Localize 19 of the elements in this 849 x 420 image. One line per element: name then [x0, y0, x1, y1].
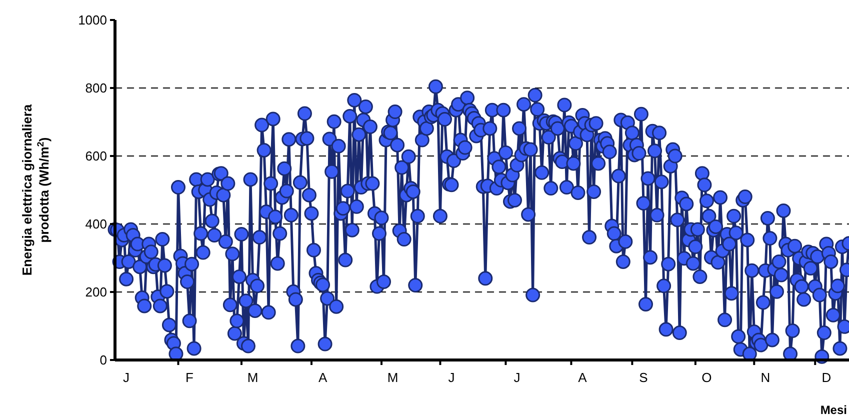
x-tick-label: O: [702, 370, 712, 385]
x-tick-label: D: [822, 370, 832, 385]
y-tick-label: 600: [85, 148, 107, 164]
y-tick-label: 800: [85, 80, 107, 96]
x-tick-label: J: [514, 370, 520, 385]
x-tick-label: A: [318, 370, 328, 385]
x-tick-label: J: [448, 370, 455, 385]
x-tick-label: M: [387, 370, 398, 385]
x-tick-label: S: [639, 370, 648, 385]
x-tick-label: N: [760, 370, 770, 385]
x-axis-title: Mesi: [820, 403, 847, 417]
x-tick-label: A: [578, 370, 588, 385]
y-tick-label: 0: [100, 352, 107, 368]
y-tick-label: 200: [85, 284, 107, 300]
y-tick-label: 400: [85, 216, 107, 232]
y-tick-label: 1000: [78, 12, 107, 28]
x-tick-label: M: [247, 370, 258, 385]
x-tick-label: F: [186, 370, 194, 385]
x-tick-label: J: [123, 370, 130, 385]
